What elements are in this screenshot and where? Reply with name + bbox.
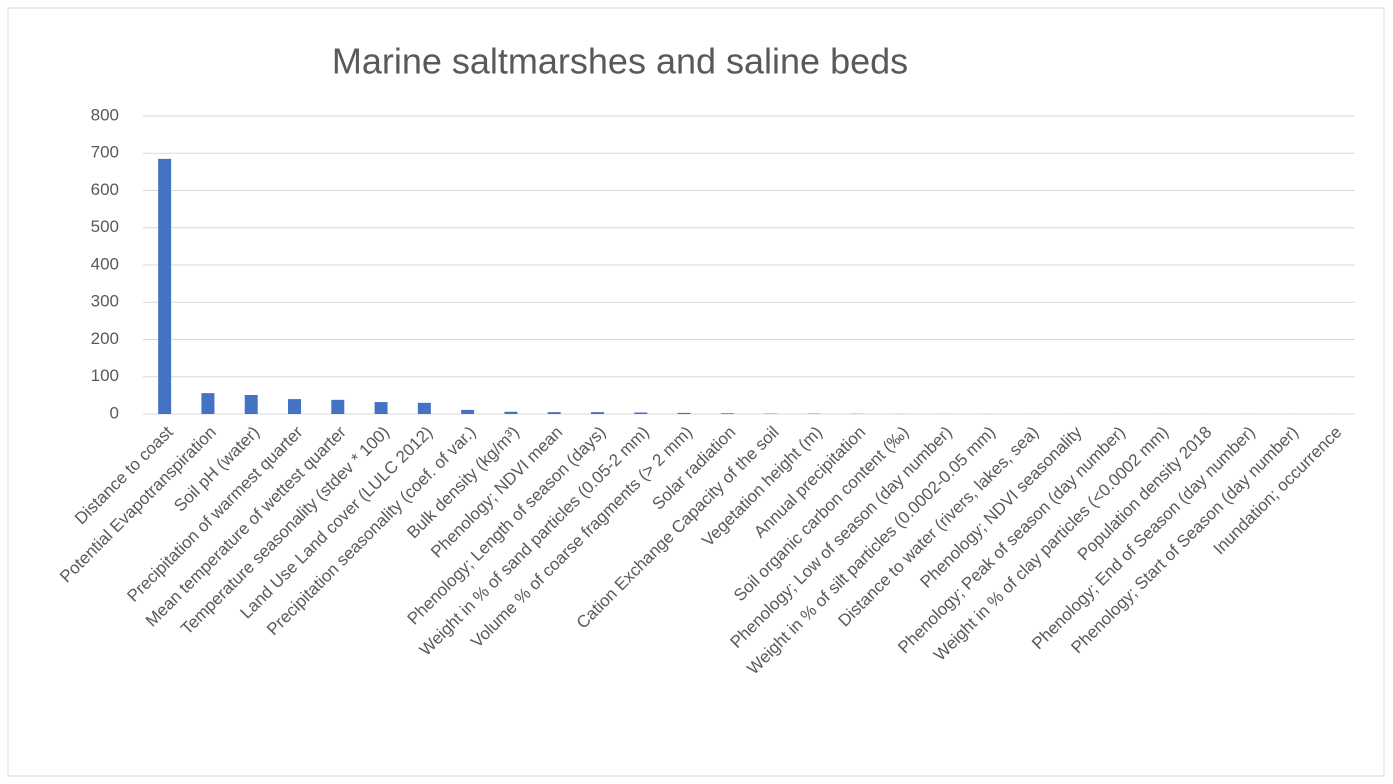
bar bbox=[201, 393, 215, 414]
bar bbox=[634, 412, 648, 414]
bar bbox=[591, 412, 604, 414]
y-tick-label: 600 bbox=[91, 180, 119, 199]
bar bbox=[158, 158, 172, 414]
bar bbox=[331, 399, 345, 414]
bar bbox=[374, 402, 388, 414]
bar bbox=[677, 412, 691, 414]
chart-title: Marine saltmarshes and saline beds bbox=[332, 41, 908, 82]
bar bbox=[244, 395, 258, 414]
bar bbox=[461, 409, 475, 414]
y-tick-label: 200 bbox=[91, 329, 119, 348]
y-tick-label: 0 bbox=[110, 403, 119, 422]
y-tick-label: 800 bbox=[91, 105, 119, 124]
bar bbox=[504, 411, 518, 414]
y-tick-label: 100 bbox=[91, 366, 119, 385]
y-tick-label: 300 bbox=[91, 292, 119, 311]
bar bbox=[720, 413, 734, 414]
y-tick-label: 400 bbox=[91, 254, 119, 273]
y-tick-label: 700 bbox=[91, 143, 119, 162]
chart-border bbox=[7, 7, 1385, 777]
y-tick-label: 500 bbox=[91, 217, 119, 236]
bar bbox=[288, 399, 301, 414]
bar bbox=[547, 412, 561, 414]
bar bbox=[417, 402, 431, 414]
